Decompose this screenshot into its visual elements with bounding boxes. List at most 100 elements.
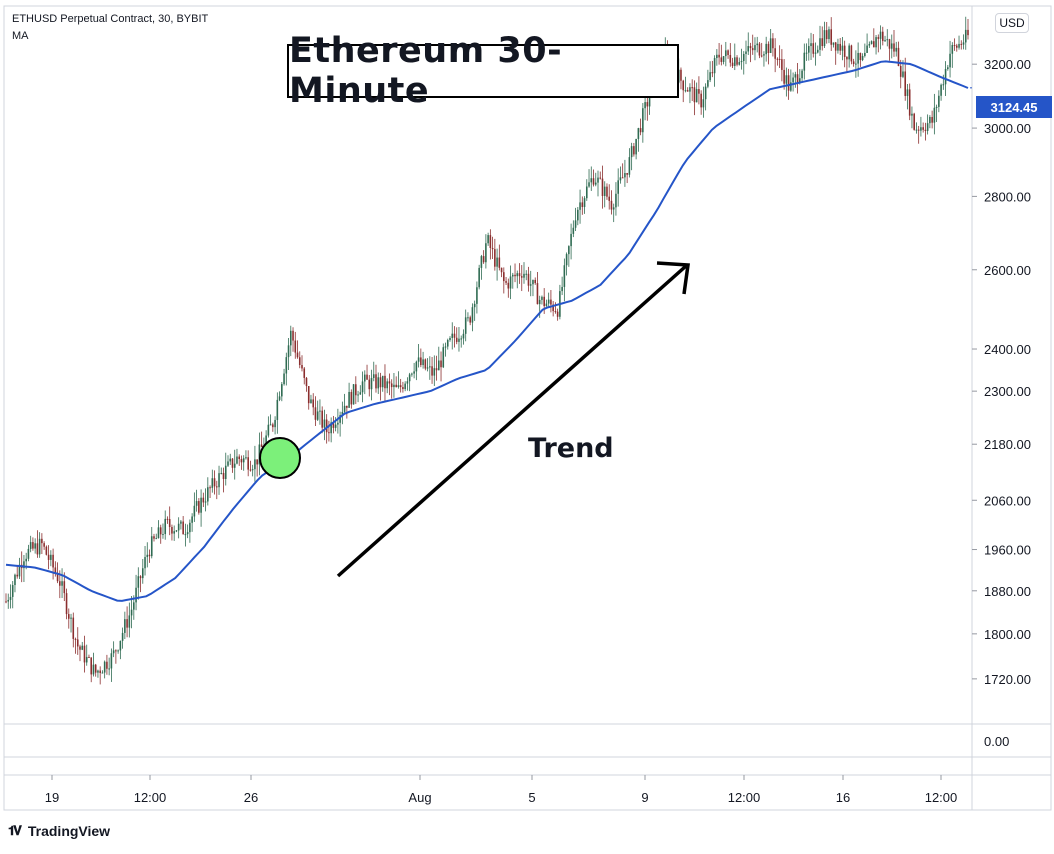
- candle-body: [646, 102, 649, 107]
- x-tick-label: 12:00: [728, 790, 761, 805]
- candle-body: [115, 650, 117, 652]
- candle-body: [864, 52, 866, 56]
- candle-body: [213, 478, 216, 487]
- candle-body: [321, 410, 323, 428]
- candle-body: [350, 391, 353, 405]
- candle-body: [866, 45, 868, 53]
- candle-body: [45, 546, 48, 555]
- candle-body: [702, 99, 705, 108]
- candle-body: [106, 661, 108, 669]
- candle-body: [245, 457, 247, 459]
- candle-body: [325, 419, 328, 433]
- candle-body: [491, 247, 494, 250]
- candle-body: [173, 531, 175, 534]
- candle-body: [372, 374, 375, 378]
- candle-body: [890, 43, 893, 49]
- x-tick-label: 9: [641, 790, 648, 805]
- candle-body: [725, 50, 727, 57]
- candle-body: [745, 51, 747, 54]
- candle-body: [218, 473, 220, 488]
- candle-body: [433, 368, 436, 376]
- candle-body: [828, 29, 830, 40]
- y-tick-label: 1960.00: [984, 543, 1031, 558]
- candle-body: [52, 554, 54, 568]
- candle-body: [494, 249, 496, 267]
- symbol-title: ETHUSD Perpetual Contract, 30, BYBIT: [12, 13, 209, 25]
- currency-button[interactable]: USD: [995, 13, 1029, 33]
- candle-body: [399, 385, 402, 388]
- candle-body: [74, 638, 77, 640]
- candle-body: [801, 70, 803, 79]
- candle-body: [76, 639, 79, 647]
- candle-body: [267, 424, 270, 436]
- candle-body: [637, 128, 640, 139]
- trend-arrow-shaft: [336, 264, 688, 578]
- candle-body: [716, 54, 718, 59]
- time-axis[interactable]: 19 12:00 26 Aug 5 9 12:00 16 12:00: [45, 775, 958, 805]
- candle-body: [552, 304, 554, 312]
- candle-body: [812, 43, 815, 54]
- x-tick-label: 12:00: [925, 790, 958, 805]
- candle-body: [642, 108, 644, 133]
- candle-body: [594, 182, 597, 185]
- candle-body: [765, 43, 767, 55]
- candle-body: [500, 267, 503, 273]
- indicator-label[interactable]: MA: [12, 30, 29, 42]
- candle-body: [471, 307, 474, 323]
- candle-body: [133, 602, 135, 610]
- candles-layer: [5, 16, 969, 685]
- tradingview-logo[interactable]: 𝟏𝐕 TradingView: [8, 823, 110, 839]
- candle-body: [879, 31, 882, 39]
- candle-body: [146, 554, 149, 558]
- candle-body: [893, 43, 895, 52]
- candle-body: [63, 581, 66, 594]
- candle-body: [823, 30, 826, 47]
- candle-body: [556, 311, 559, 317]
- x-tick-label: Aug: [408, 790, 431, 805]
- candle-body: [56, 572, 59, 582]
- candle-body: [839, 43, 841, 51]
- candle-body: [7, 599, 10, 602]
- candle-body: [496, 257, 498, 267]
- candle-body: [711, 72, 714, 74]
- candle-body: [426, 367, 429, 369]
- candle-body: [633, 146, 635, 155]
- candle-body: [361, 381, 364, 393]
- candle-body: [639, 128, 642, 133]
- candle-body: [794, 74, 797, 78]
- candle-body: [240, 459, 243, 463]
- candle-body: [404, 383, 406, 390]
- candle-body: [128, 615, 131, 628]
- candle-body: [563, 265, 566, 287]
- candle-body: [489, 235, 492, 248]
- candle-body: [756, 43, 759, 46]
- candle-body: [635, 138, 637, 155]
- candle-body: [112, 650, 115, 654]
- candle-body: [583, 198, 586, 207]
- candle-body: [875, 37, 877, 48]
- candle-body: [141, 568, 144, 579]
- candle-body: [278, 396, 281, 400]
- price-axis[interactable]: 1720.00 1800.00 1880.00 1960.00 2060.00 2180.…: [972, 57, 1031, 749]
- candle-body: [747, 46, 750, 52]
- candle-body: [242, 458, 245, 463]
- candle-body: [543, 296, 545, 307]
- candle-body: [509, 276, 512, 289]
- candle-body: [525, 273, 528, 275]
- candle-body: [446, 340, 449, 347]
- candle-body: [294, 340, 297, 353]
- candle-body: [951, 45, 954, 54]
- candle-body: [370, 377, 373, 390]
- candle-body: [707, 80, 709, 87]
- candle-body: [534, 279, 537, 284]
- candle-body: [117, 650, 119, 652]
- candle-body: [606, 186, 608, 197]
- candle-body: [449, 337, 451, 341]
- candle-body: [574, 220, 577, 228]
- candle-body: [292, 330, 294, 341]
- candle-body: [211, 478, 214, 488]
- candle-body: [339, 415, 341, 423]
- candle-body: [940, 84, 942, 96]
- candle-body: [453, 333, 456, 338]
- candle-body: [478, 267, 480, 288]
